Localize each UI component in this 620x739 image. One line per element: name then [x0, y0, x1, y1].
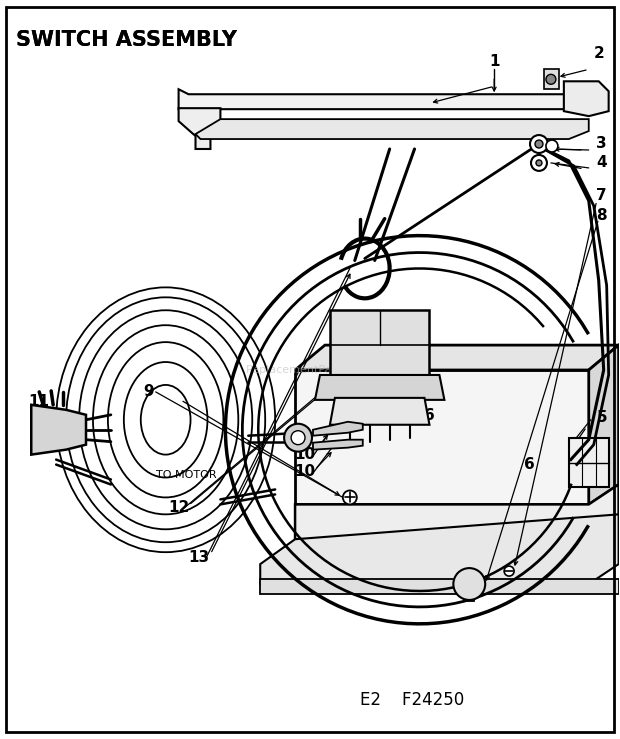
- Polygon shape: [564, 81, 609, 116]
- Text: SWITCH ASSEMBLY: SWITCH ASSEMBLY: [16, 30, 237, 50]
- Polygon shape: [295, 345, 619, 370]
- Text: 12: 12: [168, 500, 189, 515]
- Circle shape: [546, 140, 558, 152]
- Circle shape: [504, 566, 514, 576]
- Circle shape: [536, 160, 542, 166]
- Polygon shape: [589, 345, 619, 505]
- Polygon shape: [31, 405, 86, 454]
- Polygon shape: [330, 398, 430, 425]
- Text: 1: 1: [489, 54, 500, 69]
- Circle shape: [343, 491, 356, 505]
- Text: 5: 5: [596, 410, 607, 425]
- Polygon shape: [569, 437, 609, 488]
- Text: 8: 8: [596, 208, 607, 223]
- Polygon shape: [195, 119, 589, 139]
- Text: 13: 13: [188, 550, 209, 565]
- Circle shape: [535, 140, 543, 148]
- Text: 9: 9: [143, 384, 154, 399]
- Text: 6: 6: [424, 408, 435, 423]
- Text: ReplacementParts.com: ReplacementParts.com: [246, 364, 374, 375]
- Polygon shape: [544, 69, 559, 89]
- Circle shape: [284, 423, 312, 452]
- Circle shape: [453, 568, 485, 600]
- Text: 7: 7: [596, 188, 607, 203]
- Text: 4: 4: [596, 155, 607, 171]
- Polygon shape: [295, 485, 619, 539]
- Polygon shape: [464, 584, 474, 601]
- Circle shape: [531, 155, 547, 171]
- Text: SWITCH ASSEMBLY: SWITCH ASSEMBLY: [16, 30, 237, 50]
- Text: 3: 3: [596, 135, 607, 151]
- Circle shape: [546, 75, 556, 84]
- Polygon shape: [295, 370, 589, 505]
- Polygon shape: [313, 440, 363, 449]
- Polygon shape: [313, 422, 363, 436]
- Polygon shape: [260, 514, 619, 584]
- Circle shape: [291, 431, 305, 445]
- Polygon shape: [260, 579, 619, 594]
- Text: 2: 2: [593, 46, 604, 61]
- Text: 11: 11: [29, 395, 50, 409]
- Text: 6: 6: [524, 457, 534, 472]
- Polygon shape: [315, 375, 445, 400]
- Polygon shape: [179, 108, 220, 149]
- Text: E2    F24250: E2 F24250: [360, 692, 464, 709]
- Text: 10: 10: [294, 464, 316, 479]
- Text: TO MOTOR: TO MOTOR: [156, 469, 216, 480]
- Polygon shape: [330, 310, 430, 380]
- Polygon shape: [179, 89, 589, 109]
- Text: 10: 10: [294, 447, 316, 462]
- Circle shape: [530, 135, 548, 153]
